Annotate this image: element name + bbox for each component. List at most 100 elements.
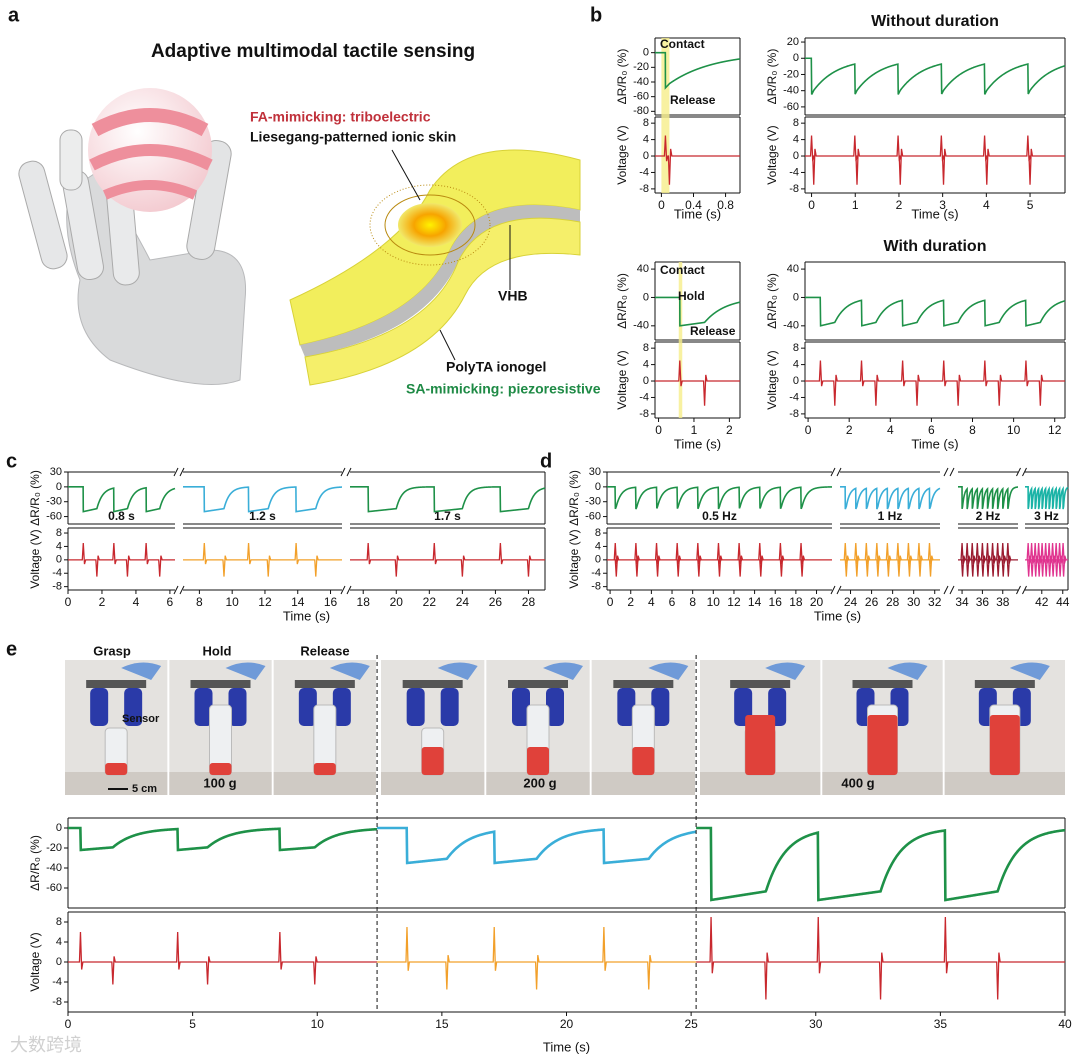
gripper-plate <box>974 680 1035 688</box>
y-tick-label: 20 <box>787 36 799 48</box>
y-tick-label: -4 <box>789 166 799 178</box>
illustration-title: Adaptive multimodal tactile sensing <box>151 41 475 62</box>
y-tick-label: -40 <box>633 320 649 332</box>
panel-label: b <box>590 4 602 26</box>
x-tick-label: 4 <box>133 595 140 609</box>
x-tick-label: 35 <box>934 1017 948 1031</box>
y-axis-label: ΔR/R₀ (%) <box>567 470 581 526</box>
x-tick-label: 2 <box>627 595 634 609</box>
y-tick-label: -40 <box>633 76 649 88</box>
y-tick-label: 0 <box>793 52 799 64</box>
axis-break <box>340 585 346 595</box>
y-tick-label: 40 <box>787 263 799 275</box>
annotation: Hold <box>678 289 705 303</box>
photo-label: Hold <box>203 643 232 658</box>
y-tick-label: 0 <box>56 554 62 566</box>
resistance-line <box>696 826 1066 902</box>
x-tick-label: 15 <box>435 1017 449 1031</box>
x-tick-label: 18 <box>357 595 371 609</box>
y-tick-label: -60 <box>633 91 649 103</box>
y-tick-label: -60 <box>46 510 62 522</box>
resistance-line <box>655 51 741 90</box>
annotation: Release <box>690 324 736 338</box>
y-axis-label: Voltage (V) <box>567 529 581 588</box>
x-tick-label: 30 <box>809 1017 823 1031</box>
bottle-liquid <box>421 747 444 775</box>
gripper-finger <box>512 688 530 726</box>
voltage-line <box>68 543 175 577</box>
x-axis-label: Time (s) <box>283 608 330 623</box>
x-tick-label: 6 <box>167 595 174 609</box>
y-axis-label: Voltage (V) <box>615 125 629 184</box>
gripper-finger <box>228 688 247 726</box>
x-tick-label: 0 <box>805 423 812 437</box>
panel-label: a <box>8 4 20 26</box>
photo-bench <box>944 772 1065 795</box>
glove <box>225 662 266 680</box>
x-tick-label: 8 <box>196 595 203 609</box>
gripper-finger <box>546 688 564 726</box>
x-tick-label: 10 <box>225 595 239 609</box>
chart-title: Without duration <box>871 13 999 30</box>
annotation: Contact <box>660 37 705 51</box>
photo-label: 400 g <box>841 775 874 790</box>
x-axis-label: Time (s) <box>911 206 958 221</box>
axis-break <box>949 467 955 477</box>
bottle-liquid <box>632 747 655 775</box>
glove <box>121 662 162 680</box>
y-tick-label: 8 <box>643 117 649 129</box>
resistance-line <box>350 486 546 513</box>
y-tick-label: -8 <box>591 581 601 593</box>
x-tick-label: 0.4 <box>685 198 702 212</box>
y-tick-label: 4 <box>643 359 649 371</box>
skin-label: Liesegang-patterned ionic skin <box>250 129 456 145</box>
highlight-band <box>678 262 683 418</box>
y-axis-label: Voltage (V) <box>615 350 629 409</box>
y-tick-label: -40 <box>783 320 799 332</box>
gripper-plate <box>508 680 568 688</box>
y-tick-label: 4 <box>643 134 649 146</box>
voltage-line <box>840 543 940 577</box>
photo-label: Sensor <box>122 713 160 725</box>
y-axis-label: ΔR/R₀ (%) <box>765 273 779 329</box>
bottle-liquid <box>209 763 232 775</box>
x-axis-label: Time (s) <box>674 436 721 451</box>
segment-label: 0.5 Hz <box>702 509 737 523</box>
y-tick-label: -80 <box>633 105 649 117</box>
x-tick-label: 36 <box>976 595 990 609</box>
photo-label: Grasp <box>93 643 131 658</box>
watermark: 大数跨境 <box>10 1035 82 1055</box>
x-axis-label: Time (s) <box>543 1039 590 1054</box>
resistance-line <box>68 826 378 852</box>
axis-break <box>1022 467 1027 477</box>
y-tick-label: 0 <box>793 291 799 303</box>
x-tick-label: 20 <box>810 595 824 609</box>
y-tick-label: -4 <box>52 567 62 579</box>
x-tick-label: 40 <box>1058 1017 1072 1031</box>
y-axis-label: Voltage (V) <box>28 932 42 991</box>
voltage-line <box>805 135 1065 185</box>
x-tick-label: 8 <box>689 595 696 609</box>
resistance-line <box>607 486 832 510</box>
y-tick-label: 4 <box>793 359 799 371</box>
gripper-finger <box>194 688 213 726</box>
y-tick-label: -8 <box>639 183 649 195</box>
gripper-finger <box>298 688 317 726</box>
y-tick-label: -4 <box>789 391 799 403</box>
x-tick-label: 26 <box>489 595 503 609</box>
x-tick-label: 24 <box>844 595 858 609</box>
photo-bench <box>591 772 695 795</box>
gripper-finger <box>332 688 351 726</box>
glove <box>648 662 689 680</box>
y-tick-label: 0 <box>56 822 62 834</box>
y-tick-label: 40 <box>637 263 649 275</box>
bottle-liquid <box>867 715 898 775</box>
x-tick-label: 0 <box>658 198 665 212</box>
bottle-liquid <box>989 715 1020 775</box>
photo-bench <box>486 772 590 795</box>
gripper-finger <box>651 688 670 726</box>
x-tick-label: 12 <box>727 595 741 609</box>
gripper-finger <box>617 688 636 726</box>
y-tick-label: 8 <box>56 916 62 928</box>
